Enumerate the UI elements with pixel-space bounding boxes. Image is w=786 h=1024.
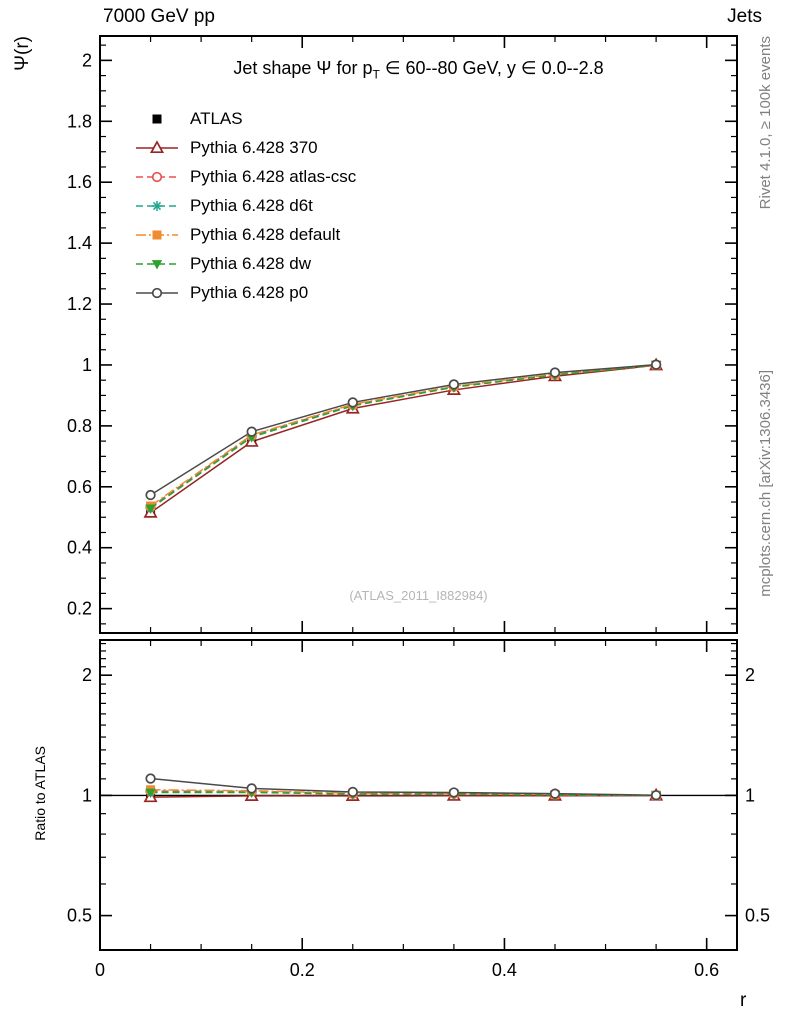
x-tick-label: 0.6 xyxy=(694,960,719,980)
collision-energy-label: 7000 GeV pp xyxy=(103,6,215,27)
legend-circle-open-icon xyxy=(136,171,178,182)
y-tick-label: 1.4 xyxy=(67,233,92,253)
x-axis-tick-labels: 0 0.2 0.4 0.6 xyxy=(95,960,719,980)
ratio-y-axis-label: Ratio to ATLAS xyxy=(32,746,48,841)
y-tick-label: 0.5 xyxy=(67,906,92,926)
x-tick-label: 0 xyxy=(95,960,105,980)
legend-item: Pythia 6.428 dw xyxy=(134,249,356,278)
legend-triangle-open-icon xyxy=(136,139,178,153)
x-tick-label: 0.4 xyxy=(492,960,517,980)
plot-title: Jet shape Ψ for pT ∈ 60--80 GeV, y ∈ 0.0… xyxy=(100,58,737,82)
y-tick-label: 1.8 xyxy=(67,111,92,131)
y-tick-label-right: 2 xyxy=(745,665,755,685)
y-tick-label: 1 xyxy=(82,355,92,375)
legend-label: Pythia 6.428 p0 xyxy=(190,282,309,302)
x-axis-label: r xyxy=(740,990,747,1011)
ratio-panel: 0.5 0.5 1 1 2 2 xyxy=(67,639,770,951)
plot-title-pre: Jet shape Ψ for p xyxy=(233,58,373,78)
legend-item: Pythia 6.428 atlas-csc xyxy=(134,162,356,191)
legend-item: Pythia 6.428 d6t xyxy=(134,191,356,220)
y-tick-label: 1.2 xyxy=(67,294,92,314)
legend-label: Pythia 6.428 default xyxy=(190,224,341,244)
legend-item: Pythia 6.428 default xyxy=(134,220,356,249)
plot-title-post: ∈ 60--80 GeV, y ∈ 0.0--2.8 xyxy=(379,58,604,78)
y-tick-label: 2 xyxy=(82,50,92,70)
legend-triangle-down-filled-icon xyxy=(136,259,178,269)
y-tick-label: 1.6 xyxy=(67,172,92,192)
legend-label: Pythia 6.428 atlas-csc xyxy=(190,166,357,186)
legend-label: ATLAS xyxy=(190,108,243,128)
legend-item: ATLAS xyxy=(134,104,356,133)
main-series xyxy=(143,357,664,518)
y-tick-label: 2 xyxy=(82,665,92,685)
rivet-version-note: Rivet 4.1.0, ≥ 100k events xyxy=(757,36,774,210)
y-tick-label: 0.4 xyxy=(67,538,92,558)
y-tick-label: 0.8 xyxy=(67,416,92,436)
main-panel: 0.2 0.4 0.6 0.8 1 1.2 1.4 1.6 1.8 2 xyxy=(67,35,738,634)
legend-item: Pythia 6.428 p0 xyxy=(134,278,356,307)
x-tick-label: 0.2 xyxy=(290,960,315,980)
main-y-axis-label: Ψ(r) xyxy=(12,36,33,71)
y-tick-label-right: 1 xyxy=(745,785,755,805)
legend-label: Pythia 6.428 d6t xyxy=(190,195,313,215)
analysis-group-label: Jets xyxy=(727,6,762,27)
legend-circle-open-icon xyxy=(136,287,178,298)
y-tick-label-right: 0.5 xyxy=(745,906,770,926)
mcplots-attribution: mcplots.cern.ch [arXiv:1306.3436] xyxy=(757,370,774,597)
y-tick-label: 0.2 xyxy=(67,599,92,619)
ratio-series xyxy=(143,773,664,803)
legend: ATLAS Pythia 6.428 370 Pythia 6.428 atlas-… xyxy=(134,104,356,307)
y-tick-label: 0.6 xyxy=(67,477,92,497)
legend-label: Pythia 6.428 370 xyxy=(190,137,318,157)
legend-asterisk-icon xyxy=(136,200,178,211)
plot-title-subscript: T xyxy=(372,67,380,82)
legend-item: Pythia 6.428 370 xyxy=(134,133,356,162)
legend-square-filled-icon xyxy=(136,230,178,239)
legend-square-filled-icon xyxy=(152,114,162,123)
analysis-id-watermark: (ATLAS_2011_I882984) xyxy=(349,588,488,603)
y-tick-label: 1 xyxy=(82,785,92,805)
legend-label: Pythia 6.428 dw xyxy=(190,253,311,273)
